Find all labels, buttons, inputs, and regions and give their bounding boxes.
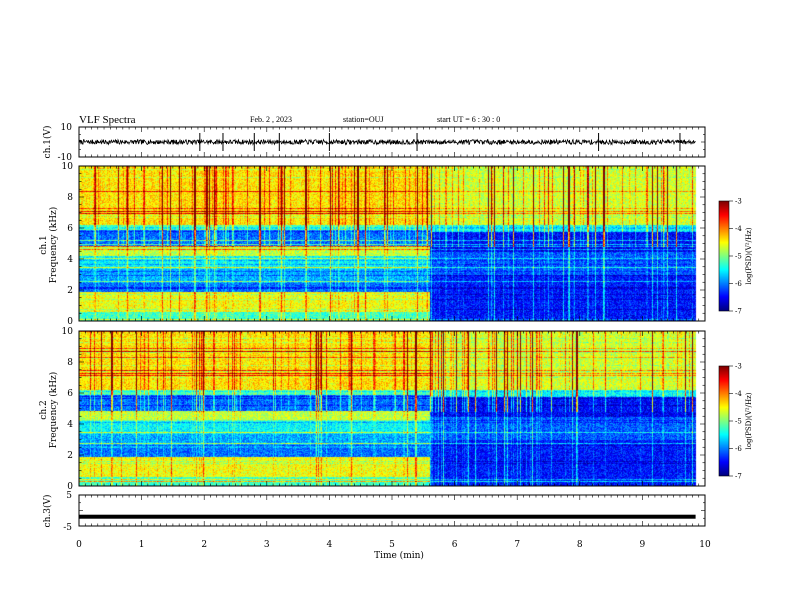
frequency-tick-label: 6 [67, 389, 73, 399]
ch2-spectrogram-ticks: 0 2 4 6 8 10 [62, 327, 706, 492]
frequency-tick-label: 8 [67, 358, 73, 368]
colorbar-tick-label: -6 [735, 445, 742, 453]
colorbar-tick-label: -7 [735, 308, 742, 316]
time-tick-label: 2 [201, 540, 207, 550]
colorbar-tick-label: -7 [735, 473, 742, 481]
ch2-colorbar-label: log(PSD)(V²/Hz) [745, 392, 753, 449]
time-tick-label: 1 [139, 540, 145, 550]
ch3-ytick-top: 5 [66, 491, 72, 501]
station-label: station=OUJ [343, 115, 384, 124]
time-tick-label: 5 [389, 540, 395, 550]
colorbar-tick-label: -4 [735, 390, 742, 398]
time-tick-label: 3 [264, 540, 270, 550]
frequency-tick-label: 4 [67, 420, 73, 430]
colorbar-tick-label: -5 [735, 418, 742, 426]
frequency-tick-label: 10 [62, 162, 74, 172]
ch1-spectrogram-ylabel: Frequency (kHz) [48, 207, 59, 284]
frequency-tick-label: 0 [67, 482, 73, 492]
time-axis-label: Time (min) [374, 550, 424, 561]
ch3-waveform-ylabel: ch.3(V) [42, 495, 53, 528]
frequency-tick-label: 2 [67, 451, 73, 461]
ch1-spectrogram-ticks: 0 2 4 6 8 10 [62, 162, 706, 327]
ch1-colorbar-label: log(PSD)(V²/Hz) [745, 227, 753, 284]
ch2-spectrogram-channel: ch.2 [39, 400, 49, 419]
frequency-tick-label: 6 [67, 224, 73, 234]
colorbar-tick-label: -6 [735, 280, 742, 288]
ch1-waveform-panel: 10 -10 ch.1(V) [42, 123, 706, 163]
start-time-label: start UT = 6 : 30 : 0 [437, 115, 500, 124]
ch3-waveform-panel: 5 -5 ch.3(V) [42, 491, 706, 533]
ch2-colorbar-ticks: -3 -4 -5 -6 -7 [729, 363, 742, 481]
ch1-noise-trace [78, 138, 696, 146]
time-tick-label: 4 [327, 540, 333, 550]
time-tick-label: 9 [640, 540, 646, 550]
ch3-ytick-bottom: -5 [63, 523, 72, 533]
frequency-tick-label: 4 [67, 255, 73, 265]
ch2-spectrogram-ylabel: Frequency (kHz) [48, 372, 59, 449]
time-tick-label: 8 [577, 540, 583, 550]
ch1-waveform-ticks [78, 126, 706, 158]
ch1-ytick-bottom: -10 [58, 153, 73, 163]
ch1-waveform-trace [78, 133, 696, 151]
frequency-tick-label: 10 [62, 327, 74, 337]
time-tick-label: 10 [699, 540, 711, 550]
ch1-waveform-ylabel: ch.1(V) [42, 126, 53, 159]
ch3-waveform-trace [79, 514, 696, 519]
figure-title: VLF Spectra [79, 114, 136, 126]
ch1-spectrogram-channel: ch.1 [39, 235, 49, 254]
time-axis-tick-labels: 0 1 2 3 4 5 6 7 8 9 10 [76, 540, 711, 550]
colorbar-tick-label: -4 [735, 225, 742, 233]
ch3-waveform-ticks [78, 494, 706, 527]
time-tick-label: 7 [514, 540, 520, 550]
time-tick-label: 6 [452, 540, 458, 550]
colorbar-tick-label: -5 [735, 253, 742, 261]
ch1-ytick-top: 10 [61, 123, 73, 133]
colorbar-tick-label: -3 [735, 198, 742, 206]
frequency-tick-label: 0 [67, 317, 73, 327]
time-tick-label: 0 [76, 540, 82, 550]
ch1-colorbar-ticks: -3 -4 -5 -6 -7 [729, 198, 742, 316]
frequency-tick-label: 8 [67, 193, 73, 203]
date-label: Feb. 2 , 2023 [250, 115, 292, 124]
frequency-tick-label: 2 [67, 286, 73, 296]
colorbar-tick-label: -3 [735, 363, 742, 371]
